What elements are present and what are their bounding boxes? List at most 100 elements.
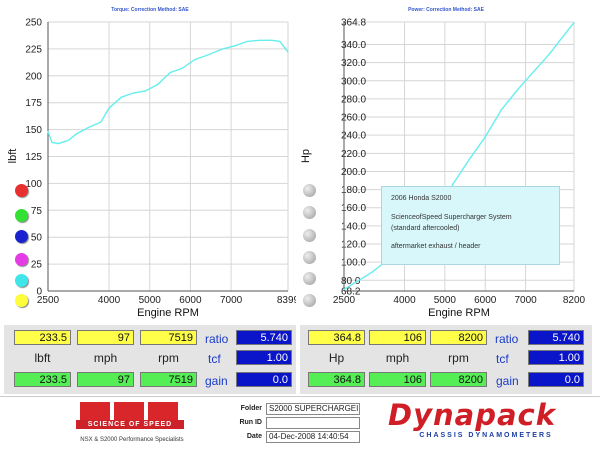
data-point xyxy=(108,107,110,109)
dynapack-logo: Dynapack xyxy=(372,400,572,430)
data-point xyxy=(343,288,345,290)
y-tick-label: 160.0 xyxy=(341,203,366,214)
gain-value[interactable]: 0.0 xyxy=(528,372,584,387)
data-point xyxy=(120,96,122,98)
y-tick-label: 200 xyxy=(25,71,42,82)
x-tick-label: 6000 xyxy=(179,295,202,306)
x-tick-label: 2500 xyxy=(37,295,60,306)
power-value-bottom: 364.8 xyxy=(308,372,365,387)
folder-label: Folder xyxy=(240,405,262,412)
data-point xyxy=(206,54,208,56)
y-tick-label: 120.0 xyxy=(341,240,366,251)
data-point xyxy=(533,71,535,73)
y-tick-label: 80.0 xyxy=(341,276,361,287)
data-point xyxy=(271,39,273,41)
unit-rpm: rpm xyxy=(448,351,469,365)
ratio-label: ratio xyxy=(205,332,229,346)
info-vehicle: 2006 Honda S2000 xyxy=(391,195,452,202)
data-point xyxy=(57,142,59,145)
legend-dot-empty-5[interactable] xyxy=(303,272,316,285)
legend-dot-blue[interactable] xyxy=(15,230,28,243)
legend-dot-empty-4[interactable] xyxy=(303,251,316,264)
date-label: Date xyxy=(246,433,262,440)
x-axis-title: Engine RPM xyxy=(137,307,199,319)
x-tick-label: 5000 xyxy=(139,295,162,306)
y-tick-label: 250 xyxy=(25,18,42,29)
x-tick-label: 8200 xyxy=(563,295,586,306)
gain-label: gain xyxy=(496,374,519,388)
legend-dot-empty-3[interactable] xyxy=(303,229,316,242)
rpm-value-bottom: 8200 xyxy=(430,372,487,387)
mph-value-top: 97 xyxy=(77,330,134,345)
mph-value-bottom: 106 xyxy=(369,372,426,387)
folder-field[interactable]: S2000 SUPERCHARGEI xyxy=(266,403,360,415)
data-point xyxy=(47,131,49,133)
y-tick-label: 75 xyxy=(31,206,43,217)
sponsor-logo: SCIENCE OF SPEED xyxy=(76,402,184,440)
x-tick-label: 4000 xyxy=(393,295,416,306)
runid-field[interactable] xyxy=(266,417,360,429)
data-point xyxy=(371,271,373,273)
y-tick-label: 240.0 xyxy=(341,131,366,142)
legend-dot-red[interactable] xyxy=(15,184,28,197)
data-point xyxy=(549,52,551,55)
legend-dot-cyan[interactable] xyxy=(15,274,28,287)
data-point xyxy=(88,126,90,129)
data-point xyxy=(67,139,69,141)
date-field[interactable]: 04-Dec-2008 14:40:54 xyxy=(266,431,360,443)
legend-dot-empty-2[interactable] xyxy=(303,206,316,219)
ratio-label: ratio xyxy=(495,332,519,346)
ratio-value[interactable]: 5.740 xyxy=(236,330,292,345)
y-tick-label: 260.0 xyxy=(341,113,366,124)
data-point xyxy=(75,133,78,135)
y-tick-label: 175 xyxy=(25,98,42,109)
data-point xyxy=(573,22,575,24)
data-point xyxy=(484,136,486,138)
tcf-label: tcf xyxy=(208,352,221,366)
y-tick-label: 150 xyxy=(25,125,42,136)
info-system: ScienceofSpeed Supercharger System xyxy=(391,214,512,221)
data-point xyxy=(157,83,159,86)
torque-value-bottom: 233.5 xyxy=(14,372,71,387)
y-tick-label: 320.0 xyxy=(341,58,366,69)
data-point xyxy=(51,141,53,144)
legend-dot-empty-1[interactable] xyxy=(303,184,316,197)
footer: SCIENCE OF SPEED NSX & S2000 Performance… xyxy=(0,396,600,451)
gain-value[interactable]: 0.0 xyxy=(236,372,292,387)
rpm-value-top: 7519 xyxy=(140,330,197,345)
dynapack-subtitle: CHASSIS DYNAMOMETERS xyxy=(419,432,553,439)
legend-dot-green[interactable] xyxy=(15,209,28,222)
legend-dot-empty-6[interactable] xyxy=(303,294,316,307)
y-tick-label: 200.0 xyxy=(341,167,366,178)
power-chart-title: Power: Correction Method: SAE xyxy=(408,7,484,13)
tcf-value[interactable]: 1.00 xyxy=(528,350,584,365)
y-tick-label: 364.8 xyxy=(341,18,366,29)
data-point xyxy=(234,45,236,47)
y-tick-label: 225 xyxy=(25,44,42,55)
y-tick-label: 220.0 xyxy=(341,149,366,160)
legend-dot-magenta[interactable] xyxy=(15,253,28,266)
y-tick-label: 125 xyxy=(25,152,42,163)
data-point xyxy=(287,51,289,53)
ratio-value[interactable]: 5.740 xyxy=(528,330,584,345)
data-point xyxy=(169,71,171,74)
x-tick-label: 5000 xyxy=(434,295,457,306)
sponsor-logo-text: SCIENCE OF SPEED xyxy=(76,420,184,429)
y-tick-label: 280.0 xyxy=(341,94,366,105)
y-axis-title: Hp xyxy=(300,149,312,163)
data-point xyxy=(565,32,567,34)
torque-chart-panel: Torque: Correction Method: SAE 250 225 200… xyxy=(4,4,296,322)
data-point xyxy=(145,90,147,92)
x-tick-label: 4000 xyxy=(98,295,121,306)
unit-mph: mph xyxy=(385,351,410,365)
tcf-value[interactable]: 1.00 xyxy=(236,350,292,365)
vehicle-info-box: 2006 Honda S2000 ScienceofSpeed Supercha… xyxy=(381,186,560,265)
data-point xyxy=(181,67,183,69)
x-tick-label: 2500 xyxy=(333,295,356,306)
legend-dot-yellow[interactable] xyxy=(15,294,28,307)
rpm-value-top: 8200 xyxy=(430,330,487,345)
x-tick-label: 7000 xyxy=(220,295,243,306)
tcf-label: tcf xyxy=(496,352,509,366)
runid-label: Run ID xyxy=(239,419,262,426)
